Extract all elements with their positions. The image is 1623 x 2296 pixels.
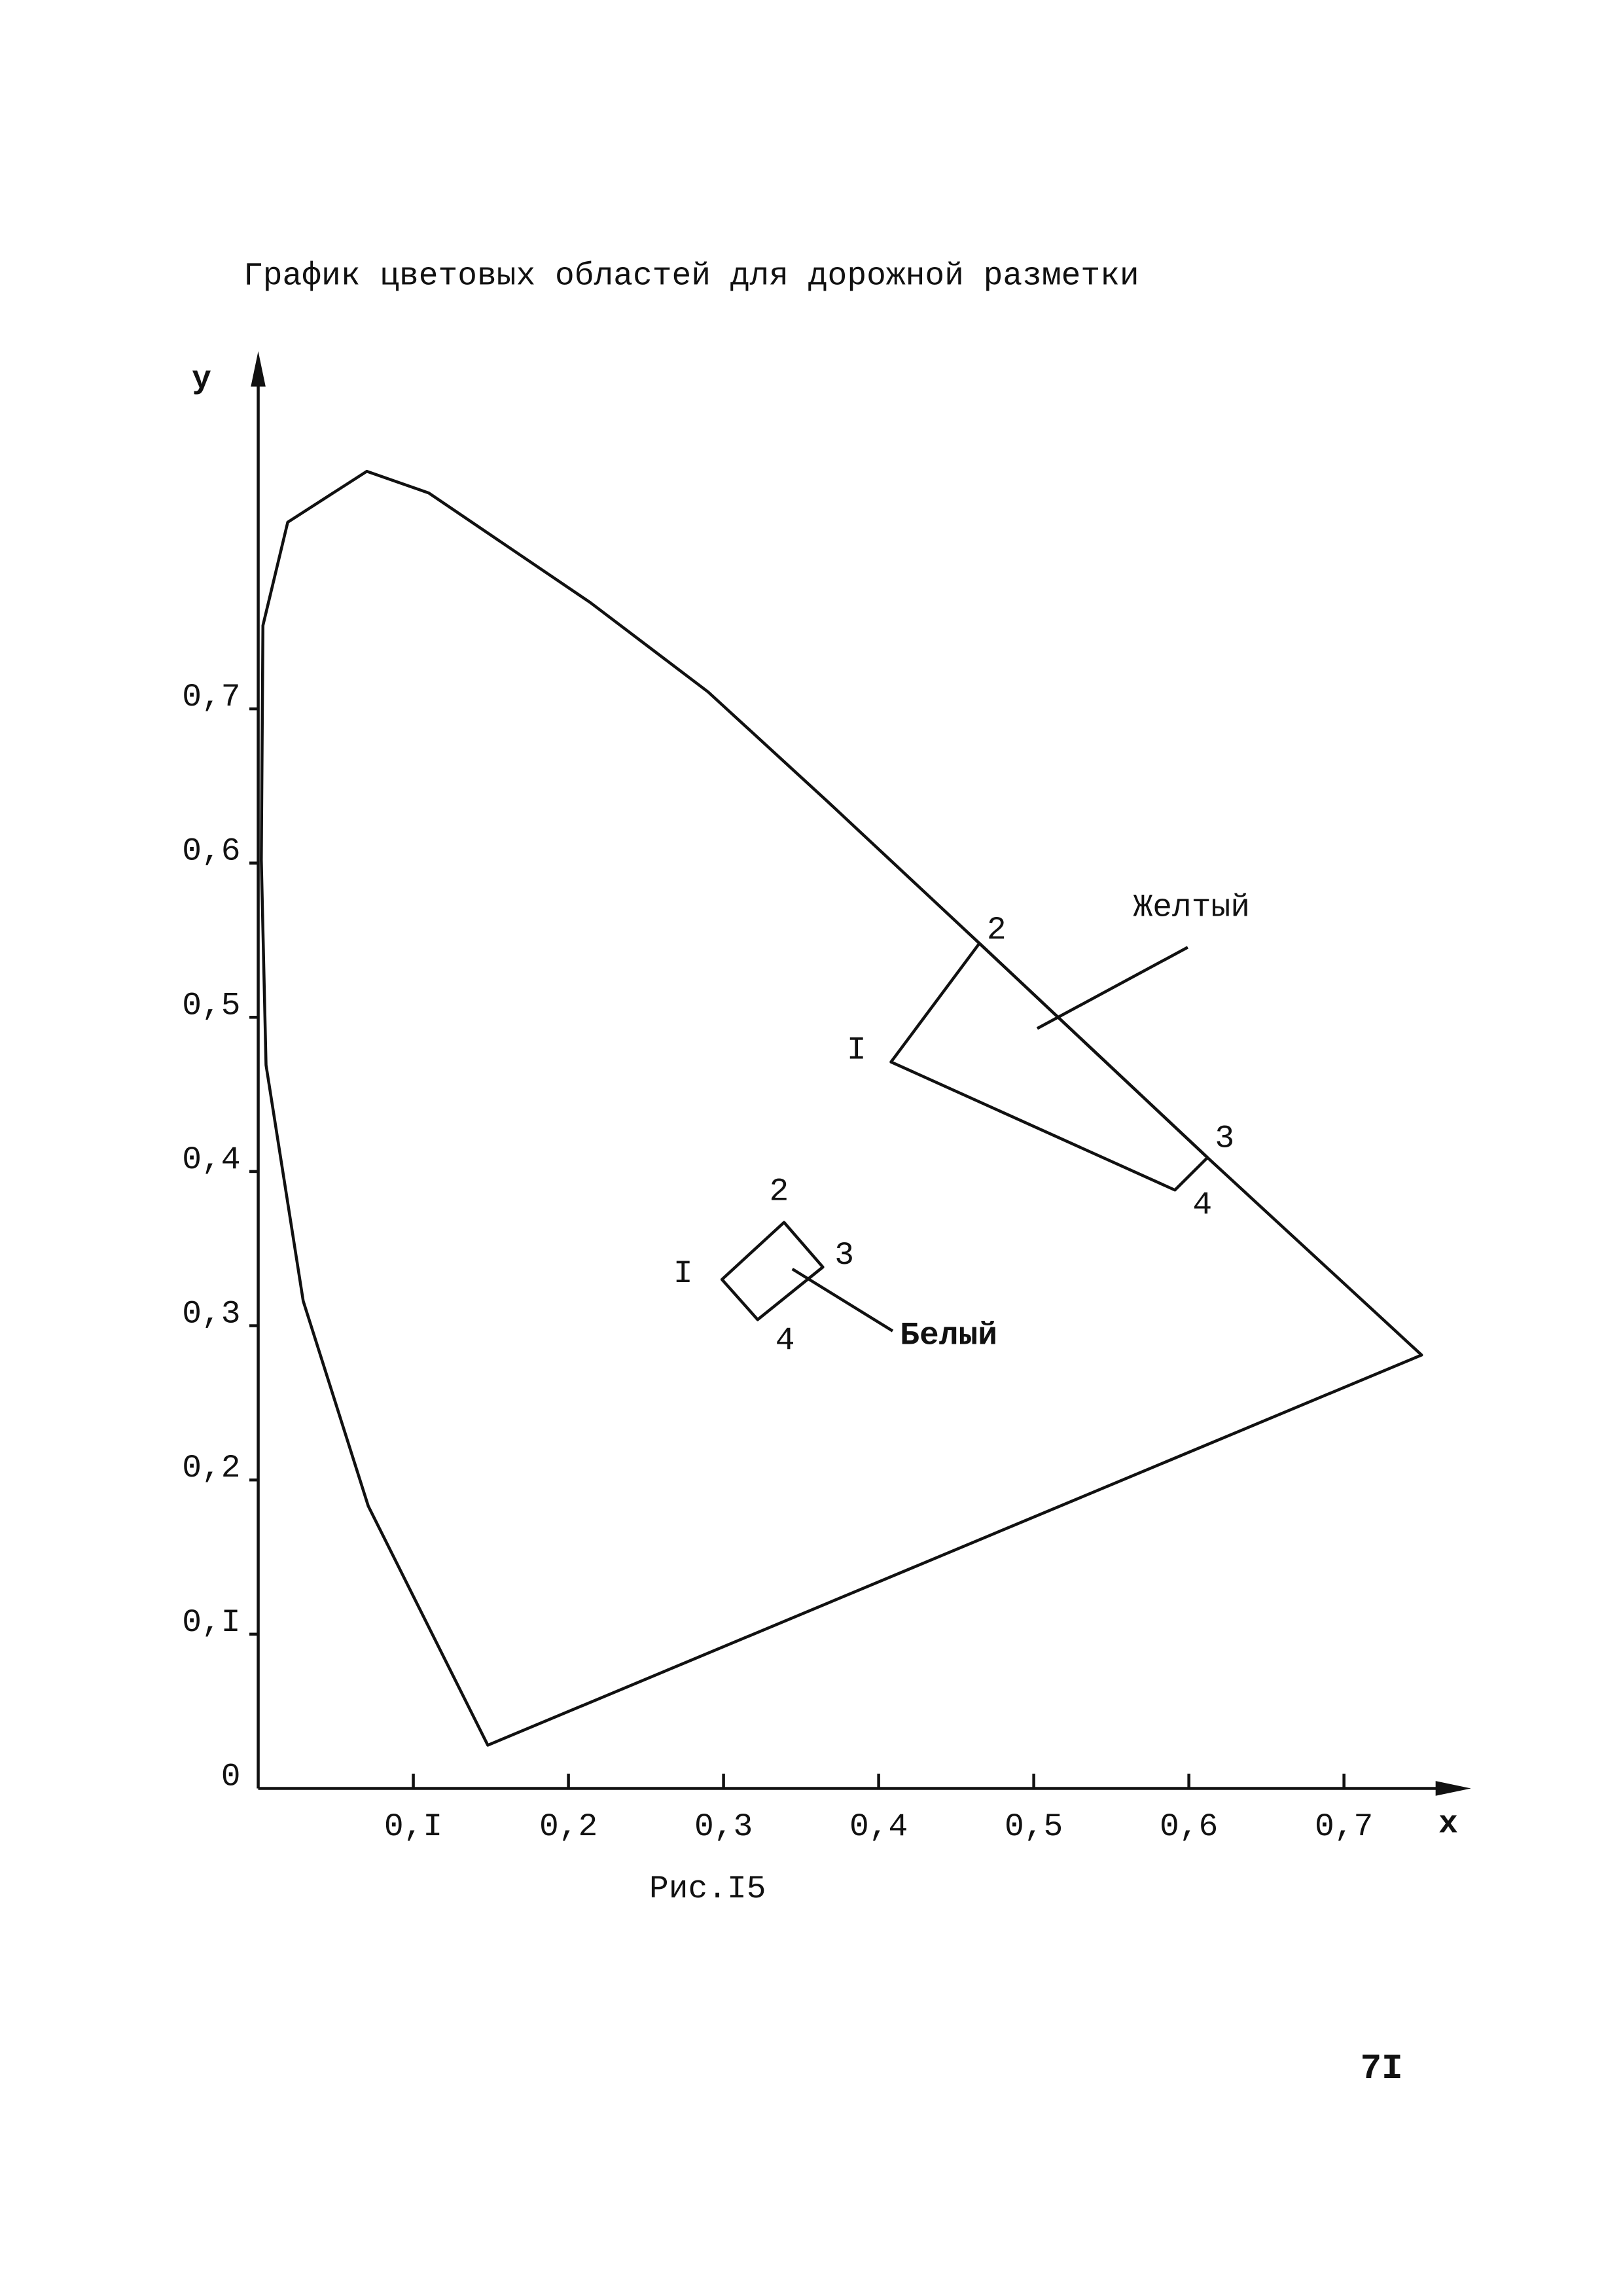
x-axis-label: x	[1438, 1806, 1458, 1842]
page-number: 7I	[1361, 2049, 1403, 2089]
y-tick-label: 0	[221, 1759, 241, 1795]
series-line	[720, 1221, 825, 1321]
x-tick-label: 0,I	[384, 1808, 442, 1845]
chart-title: График цветовых областей для дорожной ра…	[243, 258, 1139, 295]
y-tick-label: 0,3	[182, 1296, 240, 1333]
y-axis-label: y	[192, 361, 211, 397]
x-tick-label: 0,4	[849, 1808, 908, 1845]
caption: Рис.I5	[649, 1871, 766, 1907]
point-label: I	[847, 1032, 866, 1069]
series-line	[260, 469, 1423, 1747]
x-tick-label: 0,3	[694, 1808, 753, 1845]
point-label: I	[673, 1255, 693, 1292]
y-arrow	[251, 351, 266, 387]
point-label: 2	[987, 912, 1007, 948]
point-label: 2	[769, 1173, 789, 1210]
y-tick-label: 0,4	[182, 1141, 240, 1178]
y-tick-label: 0,5	[182, 987, 240, 1024]
x-tick-label: 0,6	[1160, 1808, 1218, 1845]
leader-line	[1036, 946, 1188, 1030]
point-label: 3	[1215, 1121, 1234, 1157]
y-tick-label: 0,2	[182, 1450, 240, 1486]
region-label: Белый	[900, 1317, 997, 1354]
x-tick-label: 0,2	[539, 1808, 597, 1845]
series-line	[889, 942, 1209, 1192]
y-tick-label: 0,I	[182, 1604, 240, 1641]
point-label: 4	[776, 1322, 795, 1359]
y-tick-label: 0,7	[182, 679, 240, 715]
x-tick-label: 0,7	[1315, 1808, 1373, 1845]
y-tick-label: 0,6	[182, 833, 240, 870]
point-label: 3	[834, 1237, 854, 1274]
x-tick-label: 0,5	[1005, 1808, 1063, 1845]
x-arrow	[1435, 1781, 1471, 1796]
point-label: 4	[1192, 1187, 1212, 1223]
region-label: Желтый	[1133, 889, 1250, 926]
